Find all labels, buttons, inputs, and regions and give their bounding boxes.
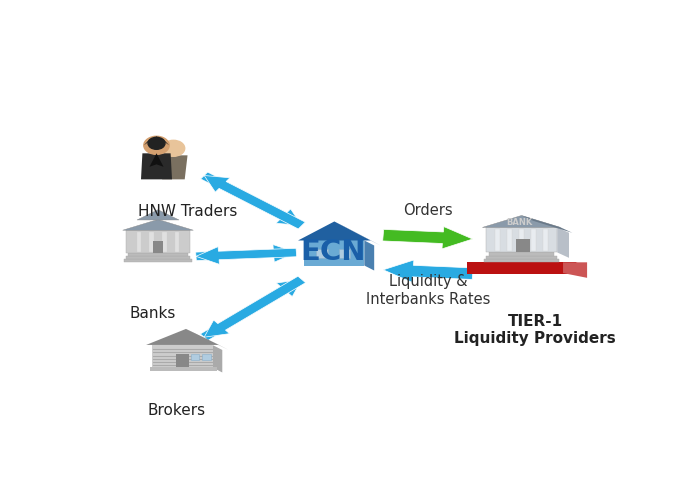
Polygon shape	[150, 154, 164, 167]
FancyBboxPatch shape	[124, 259, 192, 262]
Polygon shape	[204, 176, 305, 229]
FancyBboxPatch shape	[176, 354, 189, 368]
Polygon shape	[522, 216, 573, 233]
Circle shape	[144, 136, 169, 154]
FancyBboxPatch shape	[523, 240, 530, 252]
Circle shape	[162, 140, 185, 156]
Polygon shape	[196, 246, 297, 264]
Polygon shape	[482, 216, 561, 228]
FancyBboxPatch shape	[486, 256, 556, 259]
Polygon shape	[335, 222, 381, 246]
FancyBboxPatch shape	[150, 368, 217, 372]
FancyBboxPatch shape	[304, 240, 364, 266]
FancyBboxPatch shape	[162, 232, 167, 252]
Polygon shape	[196, 244, 296, 262]
Polygon shape	[141, 154, 172, 180]
FancyBboxPatch shape	[489, 252, 554, 256]
Text: BANK: BANK	[507, 218, 533, 227]
Polygon shape	[122, 220, 193, 230]
Circle shape	[148, 138, 165, 149]
Polygon shape	[467, 262, 576, 274]
FancyBboxPatch shape	[543, 229, 547, 252]
FancyBboxPatch shape	[339, 250, 351, 258]
FancyBboxPatch shape	[150, 232, 154, 252]
FancyBboxPatch shape	[486, 228, 557, 252]
FancyBboxPatch shape	[153, 241, 162, 253]
FancyBboxPatch shape	[508, 229, 512, 252]
FancyBboxPatch shape	[519, 229, 524, 252]
Polygon shape	[186, 329, 229, 350]
Polygon shape	[204, 276, 306, 337]
Polygon shape	[201, 172, 302, 226]
FancyBboxPatch shape	[175, 232, 179, 252]
Polygon shape	[467, 262, 586, 267]
Polygon shape	[557, 228, 569, 258]
FancyBboxPatch shape	[128, 253, 188, 256]
Polygon shape	[200, 280, 302, 340]
Polygon shape	[383, 260, 473, 282]
Text: Banks: Banks	[130, 306, 176, 322]
Polygon shape	[137, 210, 179, 220]
Polygon shape	[212, 345, 223, 372]
Text: Liquidity &
Interbanks Rates: Liquidity & Interbanks Rates	[365, 274, 490, 307]
Polygon shape	[146, 329, 219, 345]
Polygon shape	[298, 222, 371, 240]
FancyBboxPatch shape	[153, 345, 212, 368]
FancyBboxPatch shape	[126, 256, 190, 259]
FancyBboxPatch shape	[484, 259, 559, 262]
Polygon shape	[160, 156, 188, 180]
FancyBboxPatch shape	[531, 229, 536, 252]
FancyBboxPatch shape	[316, 250, 328, 258]
FancyBboxPatch shape	[136, 232, 141, 252]
FancyBboxPatch shape	[202, 354, 211, 360]
Text: HNW Traders: HNW Traders	[138, 204, 237, 220]
Text: ECN: ECN	[300, 238, 365, 266]
Text: Brokers: Brokers	[148, 402, 206, 417]
Polygon shape	[144, 136, 169, 145]
FancyBboxPatch shape	[517, 240, 523, 252]
FancyBboxPatch shape	[496, 229, 500, 252]
Text: TIER-1
Liquidity Providers: TIER-1 Liquidity Providers	[454, 314, 616, 346]
FancyBboxPatch shape	[191, 354, 200, 360]
Text: Orders: Orders	[403, 203, 453, 218]
Polygon shape	[563, 262, 587, 278]
Polygon shape	[383, 226, 473, 249]
FancyBboxPatch shape	[126, 230, 190, 253]
Polygon shape	[364, 240, 374, 270]
